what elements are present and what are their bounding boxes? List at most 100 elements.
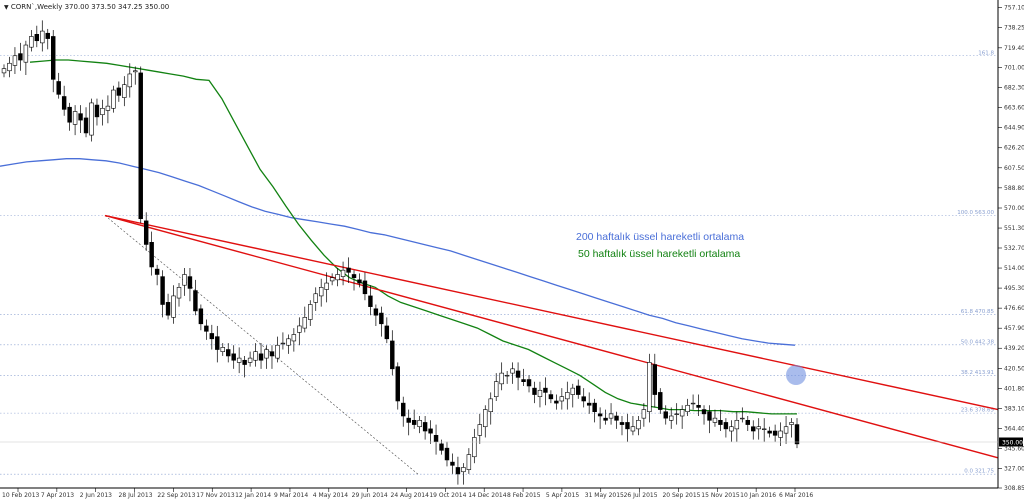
candle-body	[723, 422, 729, 430]
chart-header: ▼ CORN`,Weekly 370.00 373.50 347.25 350.…	[4, 3, 169, 11]
candle	[411, 409, 417, 429]
candle-body	[576, 385, 581, 395]
candle	[226, 343, 231, 363]
y-tick-label: 607.50	[1004, 165, 1024, 172]
candle-body	[198, 308, 204, 325]
candle	[160, 270, 165, 318]
candle-body	[286, 338, 291, 346]
candle-body	[778, 430, 783, 438]
candle-body	[357, 279, 362, 284]
time-axis[interactable]: 10 Feb 2013 7 Apr 2013 2 Jun 2013 28 Jul 20…	[2, 488, 813, 499]
trendline-lower	[104, 214, 999, 459]
candle-body	[258, 353, 264, 361]
candle-body	[548, 394, 554, 400]
candle	[586, 392, 592, 414]
x-tick-label: 12 Jan 2014	[235, 492, 271, 499]
candle-body	[111, 89, 116, 109]
candle	[751, 420, 756, 440]
candle-body	[614, 415, 619, 421]
candle-body	[29, 36, 34, 48]
candle	[789, 418, 794, 438]
candle	[690, 394, 696, 410]
price-axis[interactable]: 757.10 738.25 719.40 701.00 682.30 663.60 644.…	[998, 4, 1024, 492]
x-tick-label: 31 May 2015	[585, 492, 624, 499]
candle-body	[526, 379, 532, 387]
candle-body	[422, 422, 428, 432]
candle	[510, 362, 515, 384]
candle	[286, 334, 291, 354]
candle	[723, 418, 729, 438]
candle-body	[652, 364, 658, 395]
y-tick-label: 383.10	[1004, 405, 1024, 412]
candle	[253, 343, 258, 367]
y-tick-label: 327.00	[1004, 466, 1024, 473]
highlight-circle	[786, 365, 806, 385]
x-tick-label: 26 Jul 2015	[624, 492, 658, 499]
candle-body	[483, 409, 488, 428]
candle	[242, 355, 247, 378]
y-tick-label: 719.40	[1004, 45, 1024, 52]
candle-body	[696, 404, 701, 408]
candle-body	[220, 347, 225, 352]
x-tick-label: 8 Feb 2015	[507, 492, 541, 499]
candle-body	[335, 274, 340, 281]
candle-body	[18, 53, 23, 61]
candle-body	[543, 387, 548, 393]
candle-body	[368, 295, 373, 307]
candle	[466, 448, 472, 474]
candle-body	[89, 102, 94, 136]
candle-body	[362, 280, 368, 295]
candle-body	[433, 435, 439, 443]
fib-level-label: 100.0 563.00	[957, 210, 994, 216]
fib-level-label: 61.8 470.85	[961, 309, 995, 315]
candle-body	[127, 73, 133, 88]
candle	[576, 379, 581, 399]
y-tick-label: 757.10	[1004, 4, 1024, 11]
candle-body	[253, 351, 258, 361]
trendline-upper	[104, 214, 999, 411]
candle-body	[56, 81, 61, 95]
candle-body	[745, 419, 750, 425]
candle	[515, 362, 521, 391]
candle	[483, 405, 488, 438]
candle	[280, 332, 286, 350]
x-tick-label: 2 Jun 2013	[80, 492, 112, 499]
symbol-label: CORN`,Weekly	[10, 3, 63, 11]
candle	[368, 285, 373, 316]
candle-body	[340, 269, 346, 277]
candle-body	[461, 467, 466, 473]
candle	[165, 293, 171, 320]
candle-body	[308, 304, 313, 320]
candle-body	[133, 70, 138, 73]
candle	[116, 81, 122, 102]
candle	[581, 388, 586, 408]
candle-body	[247, 357, 253, 363]
candle	[23, 40, 29, 76]
candle-body	[406, 417, 411, 423]
candle	[674, 403, 679, 425]
y-tick-label: 420.50	[1004, 365, 1024, 372]
candle	[761, 418, 767, 442]
candle-body	[504, 374, 510, 377]
triangle-down-icon[interactable]: ▼	[4, 4, 9, 11]
candle	[149, 231, 154, 276]
candle-body	[772, 430, 778, 436]
candle-body	[351, 274, 357, 278]
candle-body	[105, 105, 111, 111]
candle	[247, 351, 253, 367]
candle	[504, 370, 510, 384]
current-price-marker: 350.00	[0, 437, 1023, 447]
candle	[264, 345, 269, 369]
candle	[357, 273, 362, 288]
x-tick-label: 10 Jan 2016	[740, 492, 776, 499]
candle-body	[603, 417, 608, 421]
candle	[346, 257, 351, 284]
candle	[313, 287, 318, 311]
ema50-line	[29, 59, 797, 415]
candle	[351, 270, 357, 291]
candle	[78, 105, 83, 133]
candle-body	[428, 428, 433, 434]
ohlc-values: 370.00 373.50 347.25 350.00	[64, 3, 170, 11]
candle-body	[23, 44, 29, 63]
